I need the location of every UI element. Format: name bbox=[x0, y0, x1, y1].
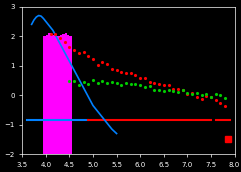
Bar bbox=[67, 35, 69, 154]
Bar bbox=[55, 36, 58, 154]
Bar bbox=[60, 35, 62, 154]
Bar bbox=[69, 36, 72, 154]
Bar bbox=[58, 36, 60, 154]
Bar bbox=[65, 33, 67, 154]
Bar bbox=[62, 34, 65, 154]
Bar bbox=[51, 34, 53, 154]
Bar bbox=[53, 35, 55, 154]
Bar bbox=[43, 36, 46, 154]
Bar bbox=[48, 33, 51, 154]
Bar bbox=[46, 35, 48, 154]
